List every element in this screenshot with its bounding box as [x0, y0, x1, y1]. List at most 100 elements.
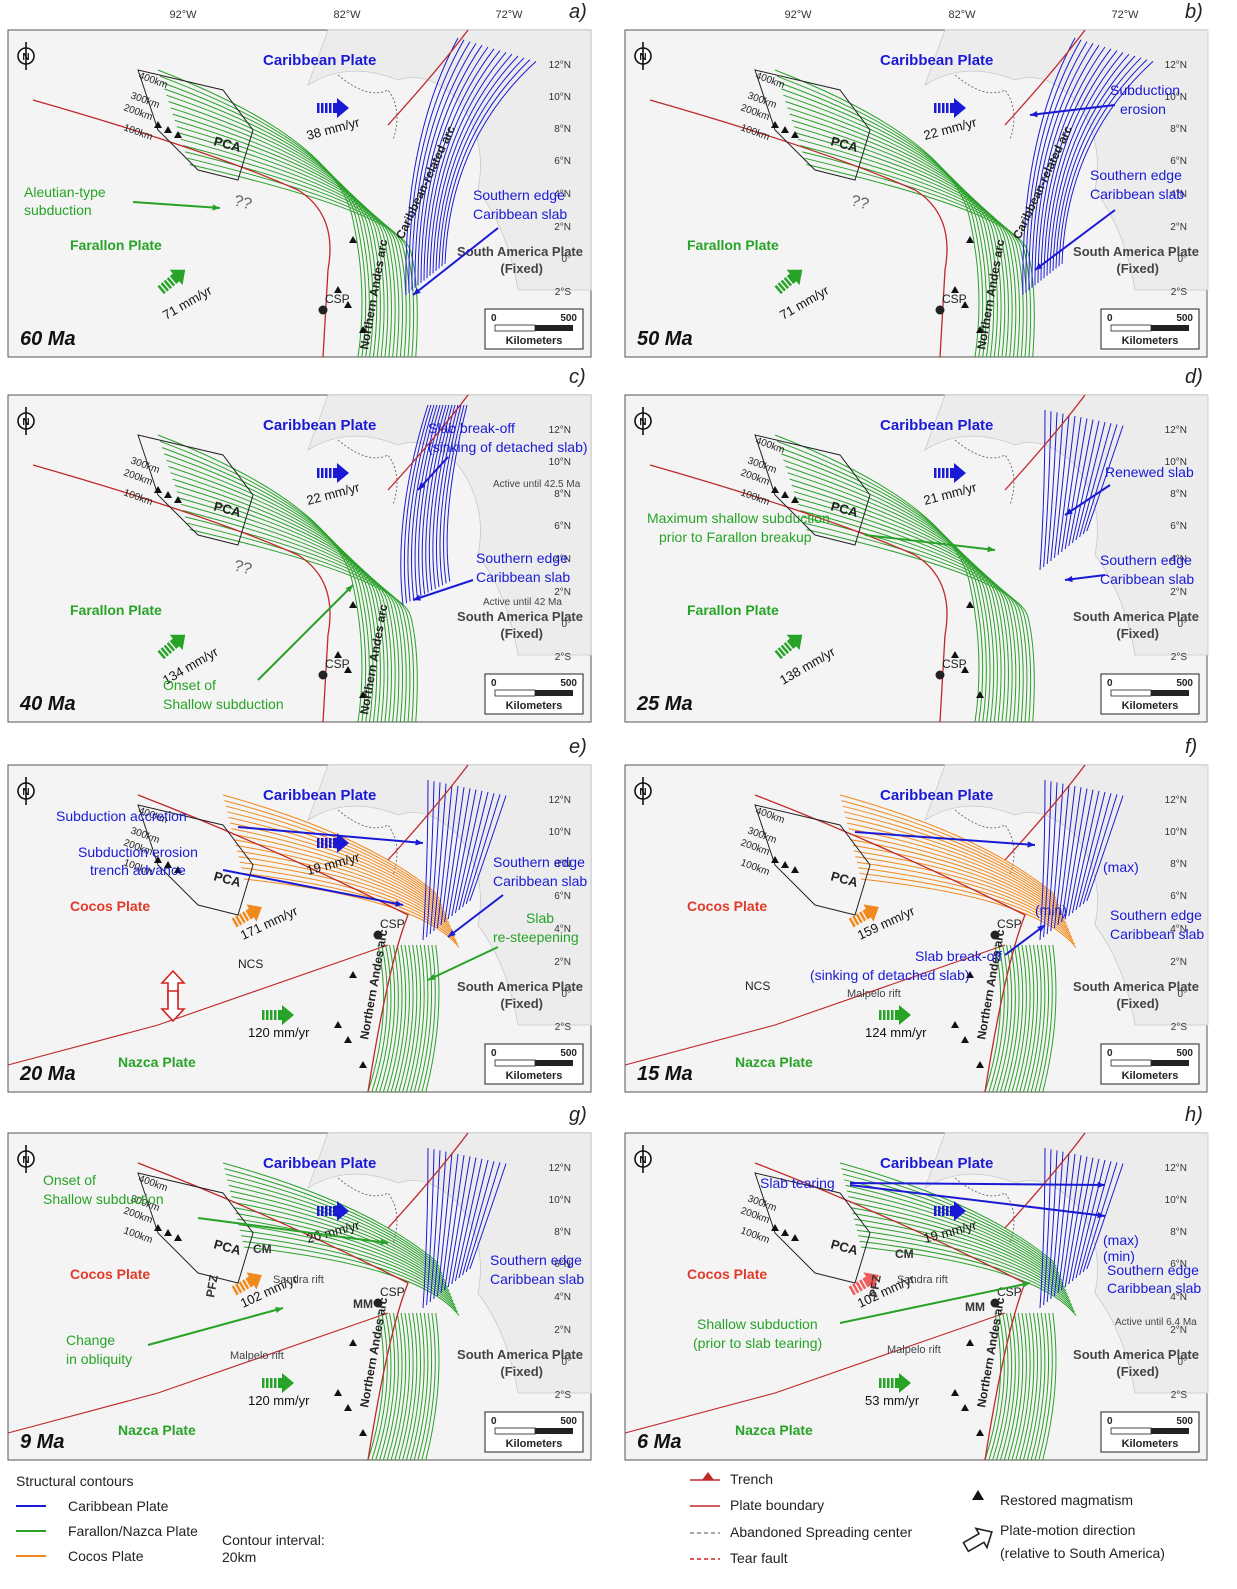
annotation-pointer — [839, 1282, 1031, 1324]
caribbean-contour — [1071, 790, 1100, 914]
farallon-nazca-contour — [425, 1312, 440, 1461]
pca-label: PCA — [829, 498, 860, 520]
caribbean-contour — [420, 46, 489, 284]
caribbean-contour — [426, 781, 435, 938]
cocos-motion-arrow — [848, 904, 879, 928]
plate-boundary-line — [1004, 394, 1086, 491]
magmatism-triangle — [334, 1389, 342, 1396]
farallon-nazca-contour — [984, 944, 1002, 1093]
panel-age: 15 Ma — [637, 1063, 693, 1085]
unknown-marker: ?? — [849, 192, 871, 213]
caribbean-contour — [432, 53, 513, 274]
caribbean-contour — [1057, 1153, 1076, 1294]
scale-start: 0 — [491, 678, 497, 689]
caribbean-contour — [1053, 1152, 1070, 1297]
trench-line — [137, 794, 409, 1093]
scale-bar: 0 500 Kilometers — [484, 308, 584, 350]
scale-unit: Kilometers — [1122, 1070, 1179, 1082]
map-panel-b: b)50 MaN12°N10°N8°N6°N4°N2°N0°2°S4°S0500… — [624, 1, 1209, 358]
magmatism-triangle — [334, 286, 342, 293]
farallon-nazca-contour — [992, 944, 1009, 1093]
magmatism-triangle — [154, 1224, 162, 1231]
caribbean-motion-arrow — [934, 463, 966, 483]
annotation-pointer — [197, 1217, 389, 1244]
cocos-contour — [844, 811, 1060, 906]
caribbean-motion-arrow — [317, 833, 349, 853]
caribbean-contour — [426, 50, 501, 279]
farallon-nazca-contour — [795, 497, 1017, 723]
csp-marker — [935, 305, 945, 315]
south-america-plate-label: South America Plate — [1073, 1347, 1199, 1362]
caribbean-motion-arrow — [317, 98, 349, 118]
scale-unit: Kilometers — [1122, 1438, 1179, 1450]
farallon-nazca-contour — [164, 88, 374, 358]
south-america-plate-label: South America Plate — [457, 244, 583, 259]
farallon-nazca-contour — [371, 944, 388, 1093]
farallon-nazca-contour — [802, 151, 1028, 358]
latitude-label: 10°N — [549, 827, 571, 838]
cocos-contour — [860, 878, 1077, 948]
scale-bar: 0 500 Kilometers — [484, 673, 584, 715]
latitude-label: 4°N — [1170, 924, 1187, 935]
plate-boundary-line — [7, 944, 389, 1066]
annotation-pointer — [1029, 104, 1116, 116]
latitude-label: 2°S — [555, 287, 572, 298]
min-label: (min) — [1035, 902, 1067, 918]
latitude-label: 6°N — [1170, 521, 1187, 532]
annotation-arrowhead — [1065, 508, 1073, 515]
annotation-arrowhead — [413, 594, 421, 601]
caribbean-contour — [1052, 55, 1136, 272]
malpelo-label: Malpelo rift — [847, 988, 901, 1000]
csp-label: CSP — [997, 917, 1022, 931]
farallon-nazca-contour — [806, 529, 1035, 723]
caribbean-contour — [444, 1155, 465, 1291]
farallon-nazca-contour — [787, 472, 1002, 723]
annotation-arrowhead — [413, 287, 421, 295]
caribbean-contour — [422, 1147, 429, 1309]
latitude-label: 0° — [1177, 254, 1187, 265]
csp-label: CSP — [380, 917, 405, 931]
farallon-nazca-contour — [390, 1312, 407, 1461]
nazca-motion-arrow — [262, 1373, 294, 1393]
north-label: N — [22, 1155, 29, 1166]
latitude-label: 6°N — [1170, 891, 1187, 902]
max-shallow-label-2: prior to Farallon breakup — [659, 529, 812, 545]
latitude-label: 8°N — [554, 1227, 571, 1238]
farallon-nazca-contour — [1023, 1312, 1038, 1461]
ncs-label: NCS — [238, 957, 263, 971]
legend-caribbean: Caribbean Plate — [68, 1498, 169, 1514]
latitude-label: 2°N — [554, 222, 571, 233]
farallon-nazca-contour — [176, 491, 396, 723]
caribbean-contour — [1068, 1157, 1094, 1285]
farallon-nazca-contour — [789, 113, 1006, 358]
coastline — [337, 439, 398, 506]
southern-edge-label-2: Caribbean slab — [490, 1271, 584, 1287]
cocos-contour — [243, 1246, 460, 1316]
farallon-nazca-contour — [398, 1312, 414, 1461]
annotation-arrowhead — [415, 839, 423, 846]
magmatism-triangle — [791, 1234, 799, 1241]
panel-letter: a) — [569, 1, 587, 23]
annotation-arrowhead — [380, 1238, 388, 1246]
longitude-label: 92°W — [784, 9, 812, 21]
latitude-label: 6°N — [554, 521, 571, 532]
legend-title: Structural contours — [16, 1473, 134, 1489]
annotation-arrowhead — [1037, 925, 1045, 932]
magmatism-triangle — [771, 486, 779, 493]
nazca-plate-label: Nazca Plate — [735, 1422, 813, 1438]
latitude-label: 0° — [561, 254, 571, 265]
longitude-label: 72°W — [1111, 9, 1139, 21]
csp-marker — [373, 1298, 383, 1308]
pfz-label: PFZ — [866, 1274, 884, 1299]
caribbean-contour — [444, 787, 465, 923]
latitude-label: 2°S — [1171, 1390, 1188, 1401]
farallon-nazca-contour — [999, 1312, 1016, 1461]
magmatism-triangle — [961, 1036, 969, 1043]
onset-label-2: Shallow subduction — [43, 1191, 164, 1207]
fixed-label: (Fixed) — [1116, 261, 1159, 276]
onset-label: Onset of — [163, 677, 216, 693]
latitude-label: 12°N — [549, 795, 571, 806]
latitude-label: 4°N — [554, 554, 571, 565]
cocos-plate-label: Cocos Plate — [687, 1266, 767, 1282]
cocos-contour — [856, 861, 1073, 938]
